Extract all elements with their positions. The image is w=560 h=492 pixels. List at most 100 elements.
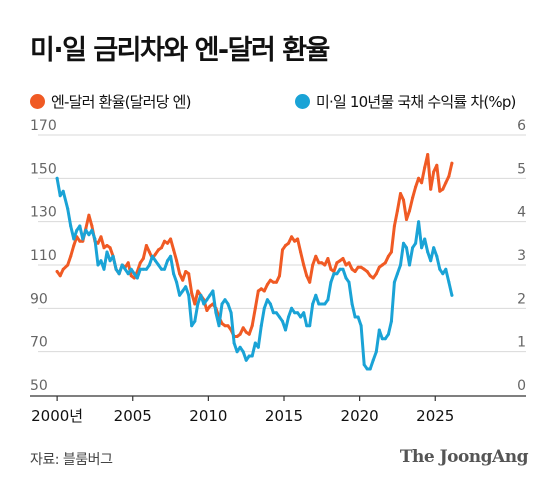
data-point-yield-spread	[102, 267, 106, 271]
left-axis-tick-label: 50	[30, 378, 48, 394]
data-point-yen-dollar	[105, 244, 109, 247]
data-point-yen-dollar	[347, 261, 351, 265]
data-point-yield-spread	[196, 302, 200, 306]
right-axis-tick-label: 5	[517, 161, 526, 177]
data-point-yield-spread	[314, 293, 318, 297]
data-point-yield-spread	[169, 254, 173, 258]
data-point-yen-dollar	[399, 192, 402, 195]
data-point-yen-dollar	[420, 181, 424, 185]
data-point-yen-dollar	[426, 153, 430, 156]
data-point-yield-spread	[181, 289, 185, 293]
data-point-yield-spread	[308, 324, 312, 328]
data-point-yield-spread	[153, 259, 157, 263]
data-point-yen-dollar	[235, 335, 239, 338]
data-point-yield-spread	[287, 315, 290, 319]
data-point-yield-spread	[271, 311, 275, 315]
data-point-yield-spread	[238, 345, 242, 349]
data-point-yield-spread	[150, 254, 154, 258]
data-point-yen-dollar	[359, 265, 363, 269]
data-point-yen-dollar	[241, 326, 245, 330]
data-point-yield-spread	[129, 267, 133, 271]
data-point-yield-spread	[441, 272, 445, 276]
data-point-yield-spread	[132, 272, 136, 276]
data-point-yield-spread	[368, 367, 372, 371]
data-point-yen-dollar	[317, 261, 321, 265]
data-point-yen-dollar	[438, 189, 442, 193]
data-point-yen-dollar	[157, 248, 160, 252]
data-point-yen-dollar	[99, 235, 103, 239]
data-point-yield-spread	[359, 324, 363, 328]
left-axis-tick-label: 90	[30, 291, 48, 307]
data-point-yen-dollar	[153, 252, 157, 256]
data-point-yen-dollar	[259, 287, 263, 291]
data-point-yield-spread	[120, 263, 124, 267]
data-point-yield-spread	[365, 367, 369, 371]
data-point-yield-spread	[362, 363, 366, 367]
data-point-yen-dollar	[284, 244, 287, 247]
data-point-yen-dollar	[181, 278, 185, 282]
data-point-yen-dollar	[441, 187, 445, 191]
data-point-yen-dollar	[392, 224, 396, 228]
data-point-yield-spread	[61, 189, 65, 193]
data-point-yen-dollar	[293, 239, 297, 243]
data-point-yield-spread	[335, 272, 339, 276]
data-point-yen-dollar	[314, 254, 318, 258]
data-point-yield-spread	[217, 324, 221, 328]
data-point-yield-spread	[332, 272, 336, 276]
data-point-yield-spread	[408, 263, 411, 267]
data-point-yield-spread	[447, 280, 451, 284]
data-point-yield-spread	[81, 237, 85, 241]
data-point-yield-spread	[296, 311, 300, 315]
data-point-yield-spread	[402, 241, 405, 245]
data-point-yen-dollar	[108, 246, 112, 250]
x-axis-tick-label: 2025	[416, 407, 454, 425]
data-point-yen-dollar	[302, 263, 306, 267]
data-point-yield-spread	[87, 233, 91, 237]
data-point-yield-spread	[175, 280, 179, 284]
data-point-yen-dollar	[223, 324, 227, 328]
data-point-yield-spread	[172, 272, 176, 276]
data-point-yield-spread	[429, 259, 433, 263]
data-point-yen-dollar	[184, 270, 188, 273]
legend-label-yield-spread: 미·일 10년물 국채 수익률 차(%p)	[316, 93, 516, 111]
data-point-yield-spread	[178, 293, 182, 297]
data-point-yield-spread	[163, 267, 166, 271]
data-point-yield-spread	[232, 341, 236, 345]
data-point-yield-spread	[329, 280, 333, 284]
data-point-yen-dollar	[84, 226, 88, 230]
data-point-yield-spread	[274, 311, 278, 315]
data-point-yen-dollar	[323, 263, 327, 267]
data-point-yen-dollar	[299, 250, 303, 254]
data-point-yen-dollar	[160, 246, 163, 250]
data-point-yield-spread	[114, 267, 118, 271]
brand-logo: The JoongAng	[399, 447, 529, 467]
data-point-yen-dollar	[326, 257, 330, 260]
data-point-yen-dollar	[395, 209, 399, 213]
data-point-yield-spread	[450, 293, 454, 297]
data-point-yen-dollar	[296, 237, 300, 241]
data-point-yen-dollar	[190, 291, 194, 295]
legend-label-yen-dollar: 엔-달러 환율(달러당 엔)	[51, 93, 191, 111]
data-point-yield-spread	[58, 194, 62, 198]
data-point-yen-dollar	[365, 270, 369, 273]
data-point-yield-spread	[426, 250, 430, 254]
left-axis-tick-label: 70	[30, 335, 48, 351]
legend-marker-yen-dollar	[30, 94, 45, 109]
data-point-yen-dollar	[371, 276, 375, 280]
data-point-yield-spread	[69, 224, 73, 228]
data-point-yen-dollar	[208, 304, 212, 308]
data-point-yield-spread	[144, 267, 148, 271]
data-point-yield-spread	[105, 250, 109, 254]
data-point-yen-dollar	[253, 306, 257, 310]
data-point-yield-spread	[160, 267, 163, 271]
data-point-yen-dollar	[281, 248, 284, 252]
data-point-yen-dollar	[220, 322, 224, 325]
x-axis-tick-label: 2010	[189, 407, 227, 425]
data-point-yen-dollar	[311, 263, 315, 267]
data-point-yield-spread	[111, 254, 115, 258]
data-point-yen-dollar	[268, 278, 272, 282]
data-point-yield-spread	[66, 207, 70, 211]
data-point-yen-dollar	[423, 166, 427, 169]
data-point-yield-spread	[438, 267, 442, 271]
data-point-yen-dollar	[417, 176, 421, 180]
